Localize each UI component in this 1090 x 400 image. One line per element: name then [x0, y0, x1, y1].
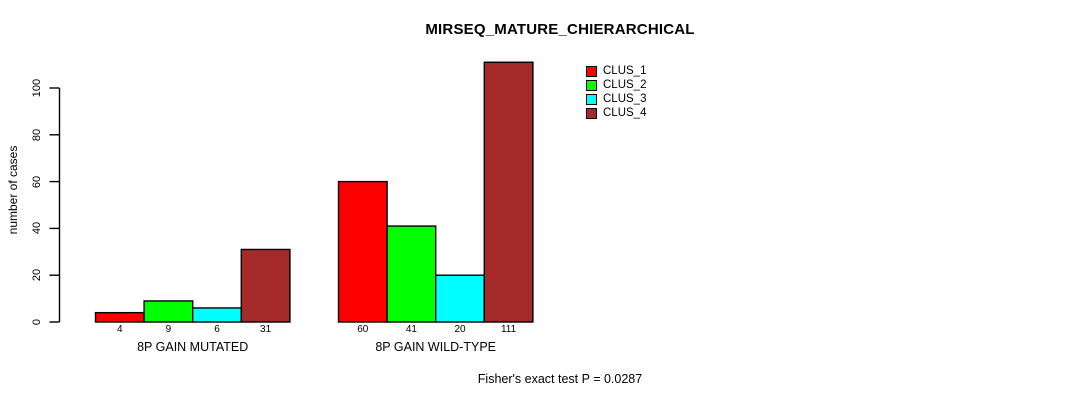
bar-value-label: 9 [165, 324, 172, 335]
bar-value-label: 20 [454, 324, 466, 335]
bar-value-label: 60 [357, 324, 369, 335]
chart-title: MIRSEQ_MATURE_CHIERARCHICAL [425, 21, 695, 38]
bars-layer [94, 61, 534, 323]
group-label: 8P GAIN WILD-TYPE [375, 340, 496, 354]
footer-annotation: Fisher's exact test P = 0.0287 [477, 372, 643, 386]
legend-swatch-icon [586, 107, 597, 119]
legend-label: CLUS_2 [603, 79, 647, 91]
legend-label: CLUS_3 [603, 93, 647, 105]
legend-label: CLUS_4 [603, 107, 647, 119]
bar-value-label: 31 [260, 324, 272, 335]
legend-item-clus_2: CLUS_2 [586, 78, 646, 92]
legend-swatch-icon [586, 79, 597, 91]
bar-clus_1-group1 [94, 311, 145, 323]
bar-clus_3-group2 [435, 274, 486, 323]
bar-value-label: 111 [500, 324, 517, 335]
legend-item-clus_4: CLUS_4 [586, 106, 646, 120]
legend: CLUS_1 CLUS_2 CLUS_3 CLUS_4 [586, 64, 646, 120]
bar-value-label: 41 [405, 324, 417, 335]
y-axis-tick-label: 60 [31, 175, 43, 188]
y-axis [49, 87, 61, 323]
bar-clus_3-group1 [191, 307, 242, 323]
legend-swatch-icon [586, 65, 597, 77]
group-label: 8P GAIN MUTATED [137, 340, 249, 354]
bar-clus_1-group2 [337, 180, 388, 323]
legend-swatch-icon [586, 93, 597, 105]
y-axis-tick-label: 80 [31, 128, 43, 141]
legend-item-clus_3: CLUS_3 [586, 92, 646, 106]
y-axis-tick-label: 100 [31, 78, 43, 98]
legend-item-clus_1: CLUS_1 [586, 64, 646, 78]
bar-clus_2-group1 [143, 300, 194, 323]
bar-value-label: 4 [117, 324, 123, 335]
legend-label: CLUS_1 [603, 65, 647, 77]
bar-value-label: 6 [214, 324, 220, 335]
y-axis-tick-label: 0 [31, 318, 43, 326]
bar-clus_2-group2 [386, 225, 437, 323]
y-axis-tick-label: 20 [31, 269, 43, 282]
bar-clus_4-group2 [483, 61, 534, 323]
y-axis-tick-label: 40 [31, 222, 43, 235]
bar-clus_4-group1 [240, 248, 291, 323]
